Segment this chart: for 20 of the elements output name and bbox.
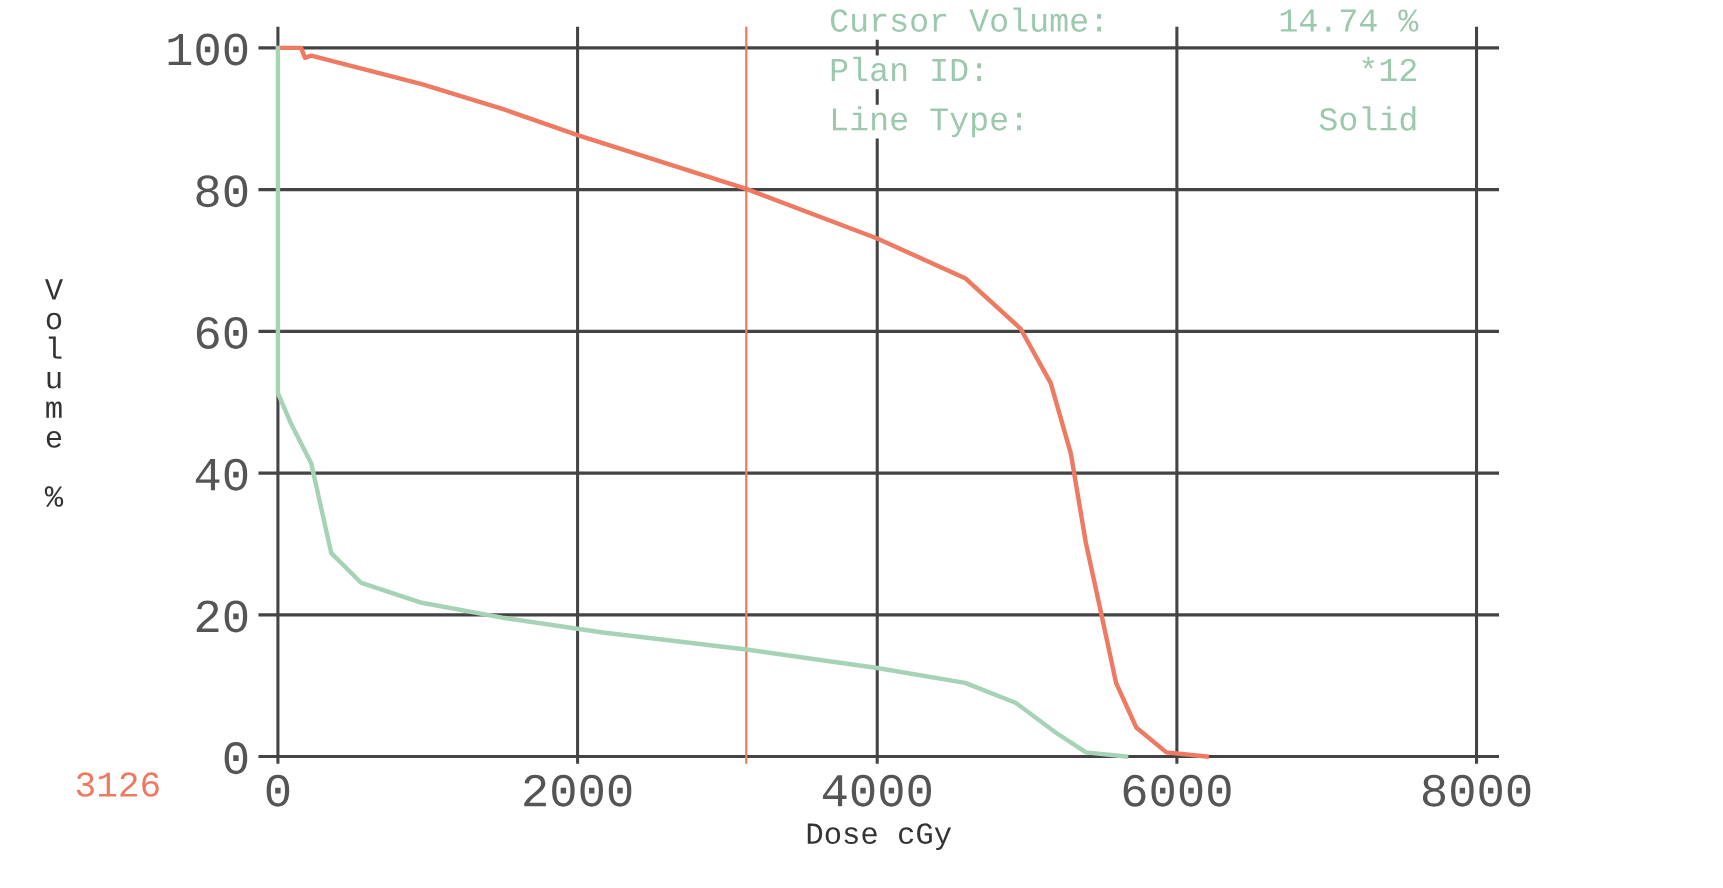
y-tick-label: 60	[196, 316, 248, 349]
x-tick-label: 8000	[1422, 774, 1531, 807]
annotation: Plan ID:	[831, 56, 982, 82]
text: Volume %	[44, 279, 64, 507]
annotation: *12	[1362, 56, 1417, 81]
annotation: Solid	[1319, 106, 1416, 131]
annotation: Line Type:	[832, 106, 1022, 138]
x-axis-title: Dose cGy	[807, 823, 952, 851]
y-tick-label: 40	[195, 458, 248, 491]
y-tick-label: 20	[196, 600, 248, 633]
annotation: Cursor Volume:	[830, 7, 1102, 32]
x-tick-label: 4000	[822, 774, 931, 807]
y-tick-label: 0	[224, 742, 248, 775]
x-tick-label: 0	[266, 774, 290, 807]
y-tick-label: 80	[196, 175, 248, 208]
ref-line-label: 3126	[76, 772, 159, 797]
y-tick-label: 100	[168, 33, 248, 66]
x-tick-label: 2000	[524, 774, 632, 807]
annotation: 14.74 %	[1280, 9, 1419, 32]
x-tick-label: 6000	[1123, 774, 1231, 807]
